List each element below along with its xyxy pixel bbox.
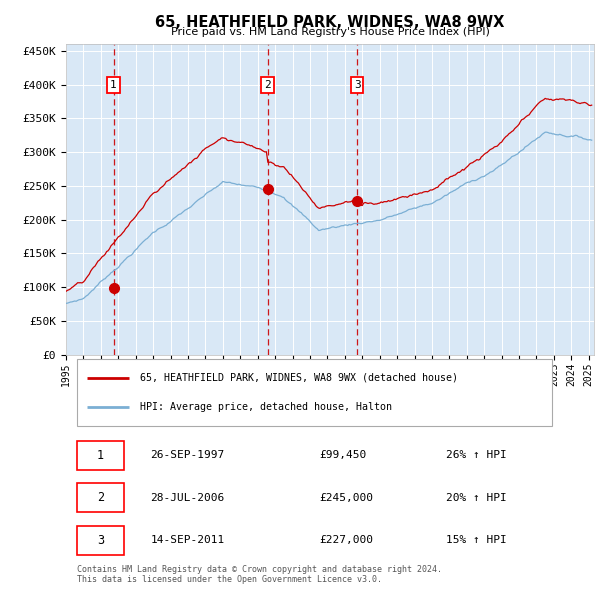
Text: Contains HM Land Registry data © Crown copyright and database right 2024.
This d: Contains HM Land Registry data © Crown c… — [77, 565, 442, 584]
Text: 15% ↑ HPI: 15% ↑ HPI — [446, 535, 507, 545]
FancyBboxPatch shape — [77, 526, 124, 555]
Text: HPI: Average price, detached house, Halton: HPI: Average price, detached house, Halt… — [140, 402, 392, 412]
Text: 26-SEP-1997: 26-SEP-1997 — [151, 450, 225, 460]
Text: 65, HEATHFIELD PARK, WIDNES, WA8 9WX (detached house): 65, HEATHFIELD PARK, WIDNES, WA8 9WX (de… — [140, 373, 458, 383]
FancyBboxPatch shape — [77, 441, 124, 470]
Text: £245,000: £245,000 — [319, 493, 373, 503]
Text: 20% ↑ HPI: 20% ↑ HPI — [446, 493, 507, 503]
Text: £227,000: £227,000 — [319, 535, 373, 545]
Text: 65, HEATHFIELD PARK, WIDNES, WA8 9WX: 65, HEATHFIELD PARK, WIDNES, WA8 9WX — [155, 15, 505, 30]
FancyBboxPatch shape — [77, 359, 552, 426]
Text: 3: 3 — [354, 80, 361, 90]
Text: 26% ↑ HPI: 26% ↑ HPI — [446, 450, 507, 460]
Text: 1: 1 — [97, 449, 104, 462]
Text: 28-JUL-2006: 28-JUL-2006 — [151, 493, 225, 503]
Text: 1: 1 — [110, 80, 117, 90]
FancyBboxPatch shape — [77, 483, 124, 512]
Text: 2: 2 — [97, 491, 104, 504]
Text: £99,450: £99,450 — [319, 450, 367, 460]
Text: Price paid vs. HM Land Registry's House Price Index (HPI): Price paid vs. HM Land Registry's House … — [170, 27, 490, 37]
Text: 14-SEP-2011: 14-SEP-2011 — [151, 535, 225, 545]
Text: 2: 2 — [264, 80, 271, 90]
Text: 3: 3 — [97, 534, 104, 547]
